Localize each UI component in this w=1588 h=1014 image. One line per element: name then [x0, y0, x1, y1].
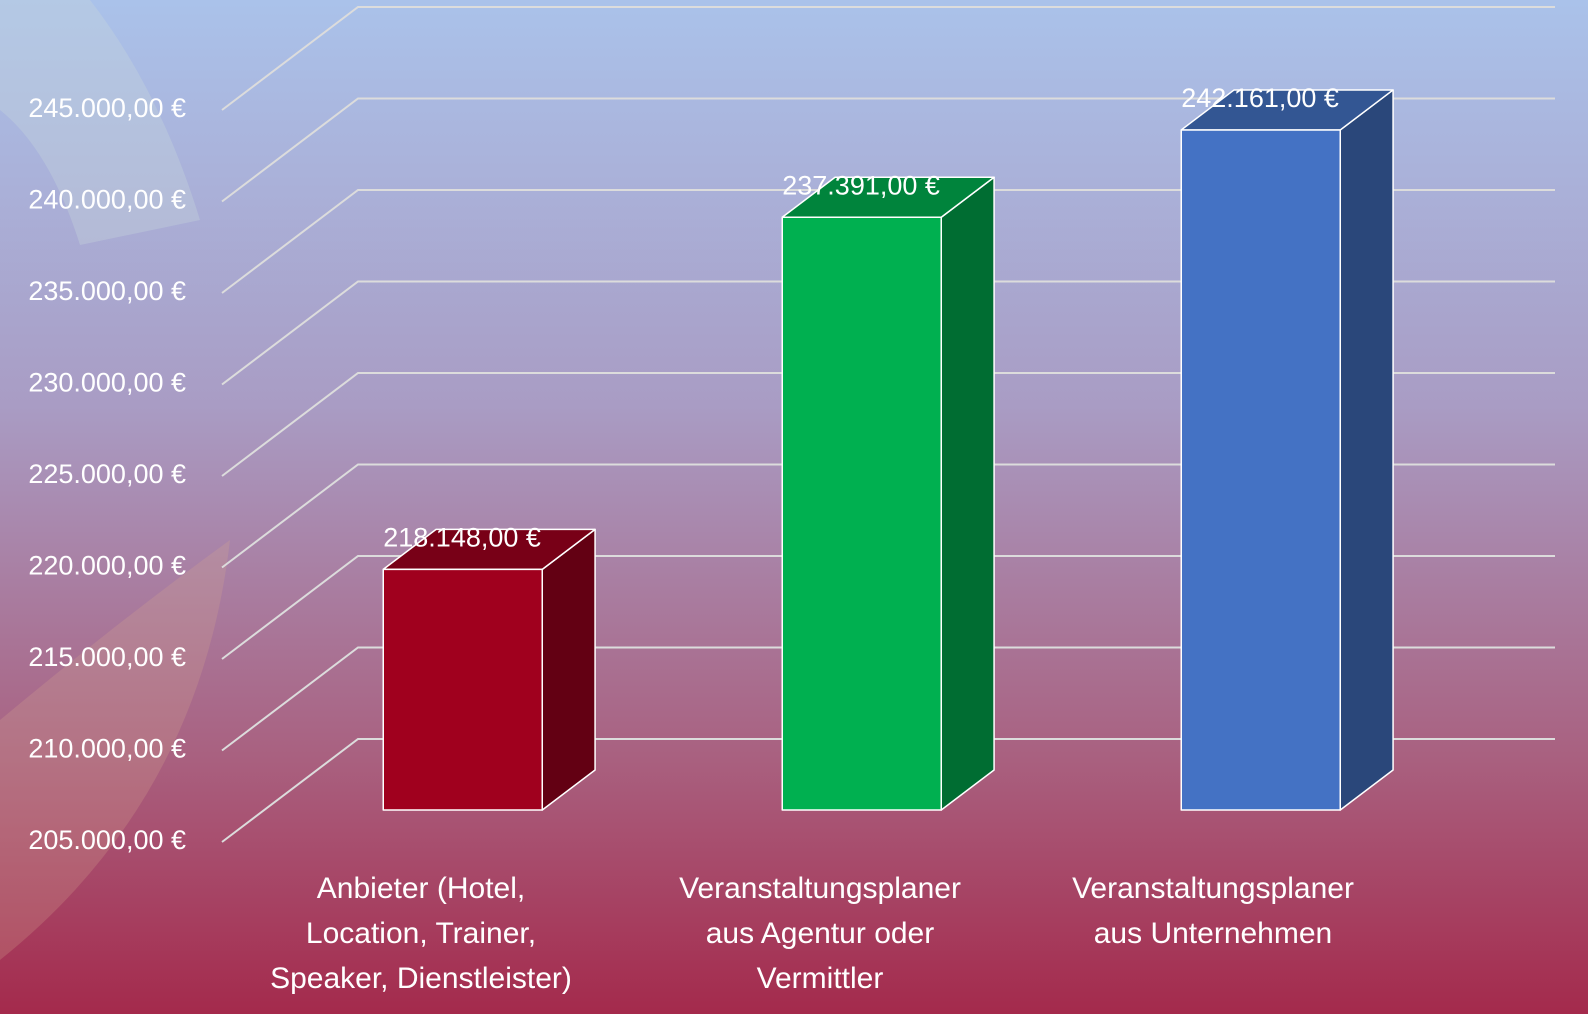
y-tick-label: 240.000,00 €: [28, 185, 186, 215]
bar-side: [941, 177, 994, 810]
x-tick-label: Anbieter (Hotel,: [317, 872, 525, 905]
y-tick-label: 220.000,00 €: [28, 551, 186, 581]
y-tick-label: 235.000,00 €: [28, 276, 186, 306]
x-tick-label: Veranstaltungsplaner: [679, 872, 961, 905]
bar-side: [1340, 90, 1393, 810]
y-tick-label: 225.000,00 €: [28, 459, 186, 489]
x-tick-label: Vermittler: [757, 962, 884, 995]
x-tick-label: aus Agentur oder: [706, 917, 935, 950]
bar-side: [542, 529, 595, 810]
chart: 205.000,00 € 210.000,00 € 215.000,00 € 220.…: [0, 0, 1588, 1014]
page: 205.000,00 € 210.000,00 € 215.000,00 € 220.…: [0, 0, 1588, 1014]
x-tick-label: Location, Trainer,: [306, 917, 536, 950]
bar: [1181, 130, 1340, 810]
value-label: 242.161,00 €: [1181, 83, 1339, 113]
x-tick-label: aus Unternehmen: [1094, 917, 1332, 950]
y-tick-label: 230.000,00 €: [28, 368, 186, 398]
value-label: 237.391,00 €: [782, 170, 940, 200]
y-tick-label: 215.000,00 €: [28, 642, 186, 672]
y-tick-label: 210.000,00 €: [28, 734, 186, 764]
y-tick-label: 245.000,00 €: [28, 93, 186, 123]
bar: [782, 217, 941, 810]
bar: [383, 569, 542, 810]
x-tick-label: Speaker, Dienstleister): [270, 962, 572, 995]
y-tick-label: 205.000,00 €: [28, 825, 186, 855]
value-label: 218.148,00 €: [383, 523, 541, 553]
x-tick-label: Veranstaltungsplaner: [1072, 872, 1354, 905]
